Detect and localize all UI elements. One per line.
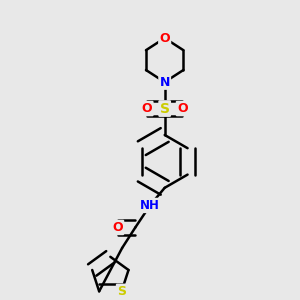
Text: O: O bbox=[177, 102, 188, 115]
Text: S: S bbox=[117, 285, 126, 298]
Text: NH: NH bbox=[140, 199, 160, 212]
Text: O: O bbox=[159, 32, 170, 45]
Text: O: O bbox=[112, 221, 123, 234]
Text: O: O bbox=[142, 102, 152, 115]
Text: S: S bbox=[160, 101, 170, 116]
Text: N: N bbox=[160, 76, 170, 88]
